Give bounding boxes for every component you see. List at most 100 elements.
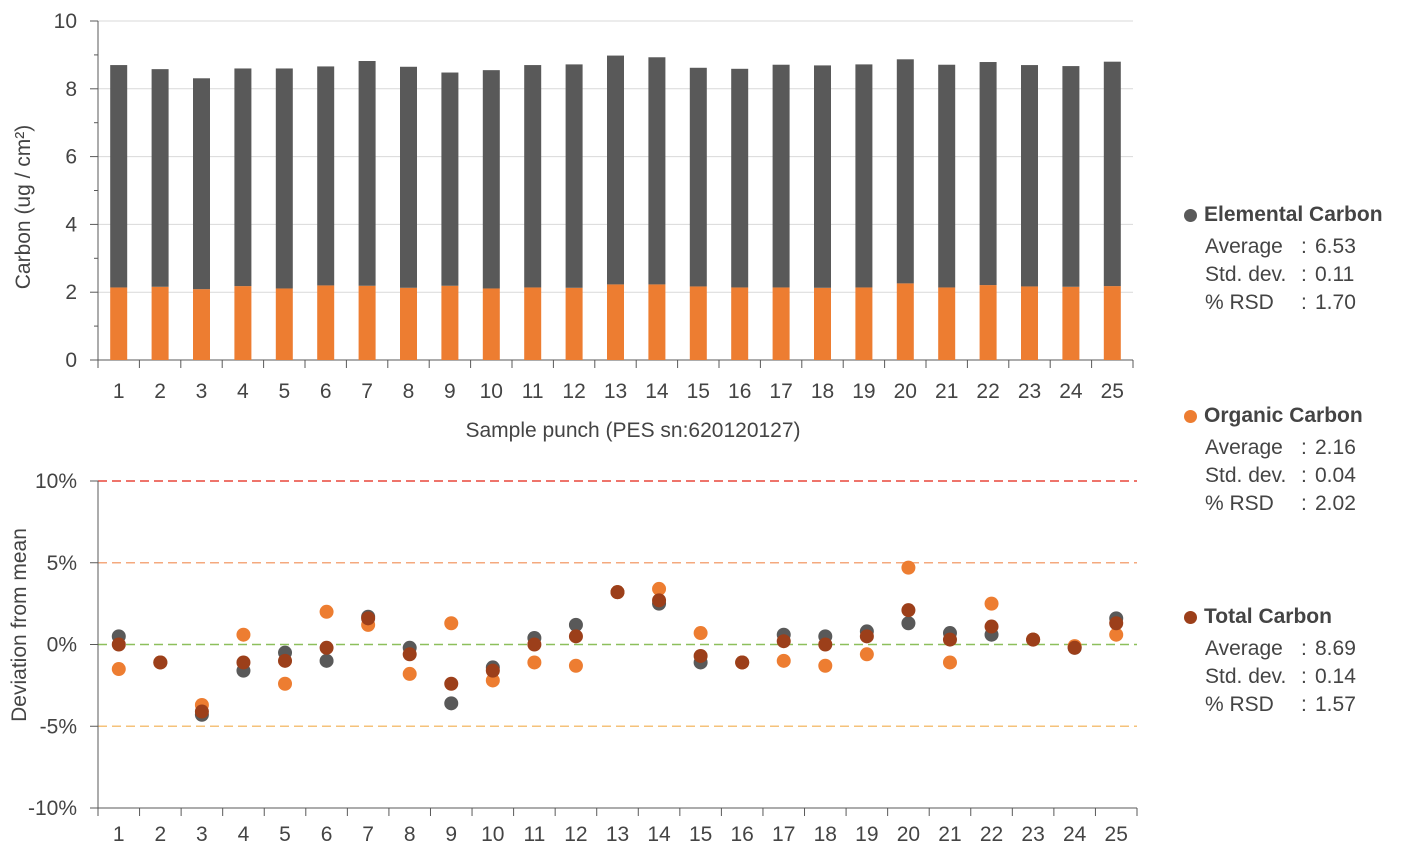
x-tick-label: 11 [522, 380, 544, 403]
x-tick-label: 7 [361, 380, 373, 403]
stat-label: Std. dev. [1205, 665, 1287, 688]
stat-label: Std. dev. [1205, 464, 1287, 487]
point-organic-carbon [485, 673, 500, 688]
point-elemental-carbon [901, 616, 916, 631]
legend-organic-carbon: Organic Carbon Average:2.16 Std. dev.:0.… [1184, 404, 1409, 516]
point-organic-carbon [402, 666, 417, 681]
x-tick-label: 6 [321, 823, 333, 846]
x-tick-label: 14 [645, 380, 669, 403]
y-tick-label: 5% [47, 552, 77, 575]
bar-organic-carbon [441, 285, 459, 360]
x-tick-label: 22 [980, 823, 1003, 846]
point-total-carbon [942, 632, 957, 647]
bottom-y-axis-title: Deviation from mean [8, 528, 31, 722]
bar-organic-carbon [896, 283, 914, 360]
x-tick-label: 3 [196, 380, 208, 403]
point-organic-carbon [859, 647, 874, 662]
x-tick-label: 19 [855, 823, 878, 846]
x-tick-label: 6 [320, 380, 332, 403]
stat-value: 1.70 [1315, 291, 1356, 314]
stat-value: 6.53 [1315, 235, 1356, 258]
bar-elemental-carbon [482, 70, 500, 289]
point-total-carbon [693, 648, 708, 663]
legend-name: Organic Carbon [1204, 404, 1363, 427]
x-tick-label: 15 [689, 823, 712, 846]
x-tick-label: 17 [769, 380, 792, 403]
point-organic-carbon [693, 626, 708, 641]
x-tick-label: 25 [1101, 380, 1124, 403]
bar-elemental-carbon [689, 67, 707, 287]
point-total-carbon [444, 676, 459, 691]
point-organic-carbon [236, 627, 251, 642]
bar-elemental-carbon [648, 57, 666, 285]
x-tick-label: 20 [894, 380, 917, 403]
stat-label: % RSD [1205, 291, 1274, 314]
x-tick-label: 25 [1105, 823, 1128, 846]
point-total-carbon [194, 704, 209, 719]
point-total-carbon [652, 593, 667, 608]
bar-elemental-carbon [317, 66, 335, 286]
y-tick-label: 10% [35, 470, 77, 493]
point-total-carbon [319, 640, 334, 655]
x-tick-label: 14 [647, 823, 671, 846]
point-organic-carbon [776, 653, 791, 668]
point-organic-carbon [527, 655, 542, 670]
point-organic-carbon [942, 655, 957, 670]
point-total-carbon [610, 585, 625, 600]
stat-value: 0.04 [1315, 464, 1356, 487]
point-total-carbon [485, 663, 500, 678]
bar-organic-carbon [275, 288, 293, 360]
elemental-carbon-marker-icon [1184, 208, 1197, 222]
bar-elemental-carbon [979, 62, 997, 286]
bar-elemental-carbon [110, 65, 128, 288]
bar-organic-carbon [607, 284, 624, 360]
legend-name: Elemental Carbon [1204, 203, 1383, 226]
point-organic-carbon [568, 658, 583, 673]
stat-value: 0.11 [1315, 263, 1355, 286]
x-tick-label: 10 [480, 380, 503, 403]
point-organic-carbon [901, 560, 916, 575]
x-tick-label: 12 [564, 823, 587, 846]
bar-elemental-carbon [234, 68, 252, 287]
point-total-carbon [153, 655, 168, 670]
x-tick-label: 4 [238, 823, 250, 846]
point-total-carbon [735, 655, 750, 670]
x-tick-label: 23 [1018, 380, 1041, 403]
top-y-axis-title: Carbon (ug / cm²) [12, 125, 35, 290]
x-tick-label: 21 [935, 380, 958, 403]
x-tick-label: 4 [237, 380, 249, 403]
legend-total-carbon: Total Carbon Average:8.69 Std. dev.:0.14… [1184, 605, 1409, 717]
point-organic-carbon [319, 604, 334, 619]
x-tick-label: 21 [938, 823, 961, 846]
bar-organic-carbon [648, 284, 666, 360]
stat-value: 2.16 [1315, 436, 1356, 459]
point-total-carbon [236, 655, 251, 670]
stat-label: % RSD [1205, 492, 1274, 515]
point-total-carbon [859, 629, 874, 644]
bar-elemental-carbon [607, 55, 624, 285]
bar-organic-carbon [855, 287, 873, 360]
point-total-carbon [901, 603, 916, 618]
point-total-carbon [1026, 632, 1041, 647]
x-tick-label: 1 [113, 380, 125, 403]
bar-elemental-carbon [772, 64, 790, 288]
point-organic-carbon [984, 596, 999, 611]
bar-organic-carbon [1021, 286, 1038, 360]
x-tick-label: 13 [604, 380, 627, 403]
y-tick-label: 6 [65, 146, 77, 169]
stat-label: % RSD [1205, 693, 1274, 716]
stat-value: 8.69 [1315, 637, 1356, 660]
bar-elemental-carbon [275, 68, 293, 289]
y-tick-label: 10 [54, 10, 77, 33]
x-tick-label: 11 [523, 823, 545, 846]
point-organic-carbon [278, 676, 293, 691]
x-tick-label: 13 [606, 823, 629, 846]
top-x-axis-title: Sample punch (PES sn:620120127) [465, 419, 800, 442]
y-tick-label: 0% [47, 634, 77, 657]
point-total-carbon [1109, 616, 1124, 631]
point-total-carbon [776, 634, 791, 649]
point-total-carbon [1067, 640, 1082, 655]
bar-organic-carbon [814, 287, 831, 360]
